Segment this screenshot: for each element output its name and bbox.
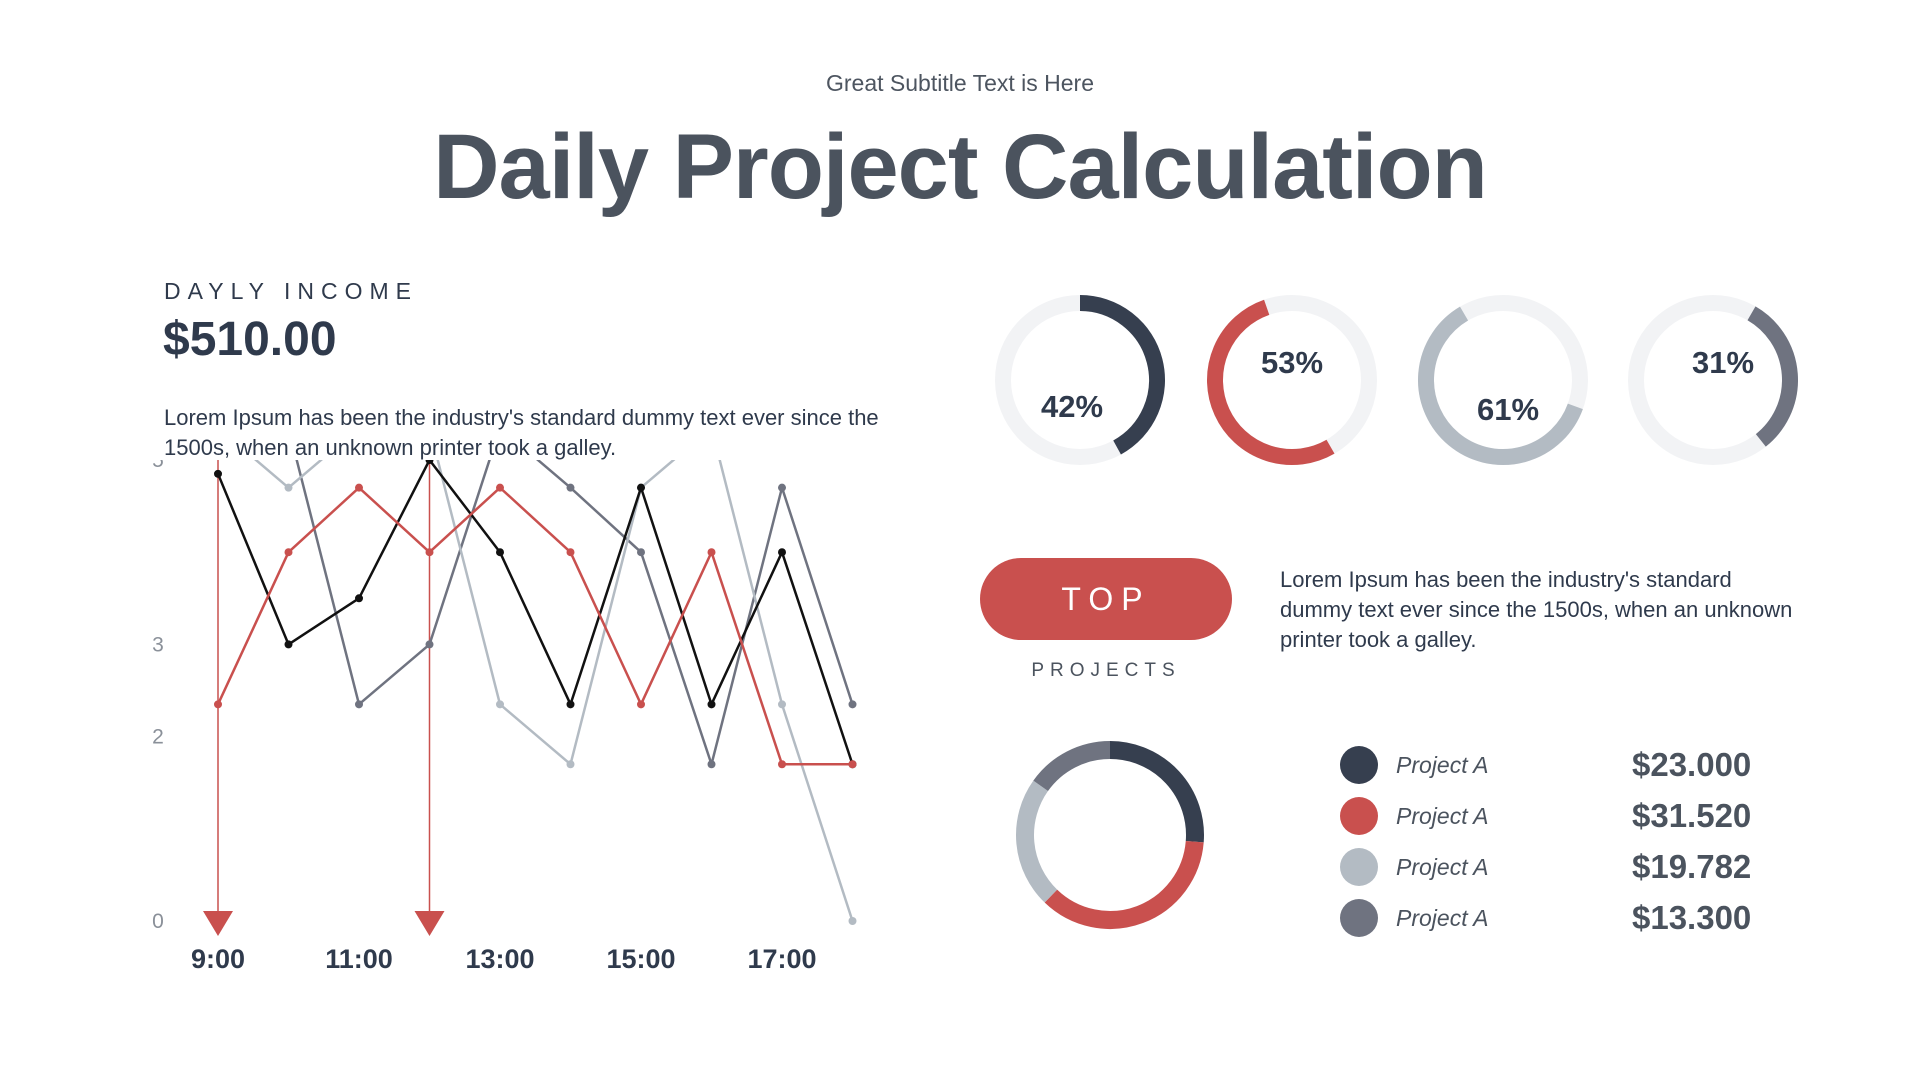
top-description: Lorem Ipsum has been the industry's stan… bbox=[1280, 567, 1793, 652]
data-point bbox=[425, 460, 434, 464]
donut-percent-label: 31% bbox=[1692, 345, 1754, 380]
data-point bbox=[425, 548, 434, 557]
data-point bbox=[848, 700, 857, 709]
data-point bbox=[637, 700, 645, 709]
donut-percent-label: 42% bbox=[1041, 389, 1103, 424]
donut-arc bbox=[1207, 299, 1335, 465]
y-tick-label: 5 bbox=[152, 460, 164, 472]
ring-segment bbox=[1016, 780, 1058, 903]
legend-dot bbox=[1340, 746, 1378, 784]
data-point bbox=[355, 594, 363, 603]
legend-dot bbox=[1340, 797, 1378, 835]
legend-dot bbox=[1340, 848, 1378, 886]
legend-name: Project A bbox=[1396, 853, 1489, 880]
data-point bbox=[496, 548, 504, 557]
top-button[interactable]: TOP bbox=[980, 558, 1232, 640]
legend-item: Project A $13.300 bbox=[1340, 893, 1760, 943]
series-line bbox=[216, 460, 854, 765]
page-title: Daily Project Calculation bbox=[433, 116, 1488, 218]
donut-arc bbox=[1079, 295, 1165, 455]
legend-value: $19.782 bbox=[1632, 848, 1752, 885]
legend-name: Project A bbox=[1396, 802, 1489, 829]
legend-item: Project A $23.000 bbox=[1340, 740, 1760, 790]
data-point bbox=[284, 640, 293, 649]
top-projects-label: PROJECTS bbox=[1031, 660, 1181, 681]
data-point bbox=[566, 760, 575, 769]
data-point bbox=[355, 483, 363, 492]
income-label: DAYLY INCOME bbox=[164, 278, 418, 304]
data-point bbox=[425, 640, 434, 649]
donut-arc bbox=[1418, 306, 1583, 465]
x-tick-label: 15:00 bbox=[606, 944, 675, 974]
legend-item: Project A $31.520 bbox=[1340, 791, 1760, 841]
x-tick-label: 17:00 bbox=[747, 944, 816, 974]
data-point bbox=[778, 548, 786, 557]
data-point bbox=[566, 548, 575, 557]
ring-segment bbox=[1109, 741, 1204, 843]
percentage-donuts: 42% 53% 61% 31% bbox=[995, 295, 1798, 465]
series-line bbox=[216, 486, 853, 766]
ring-segment bbox=[1044, 840, 1204, 929]
data-point bbox=[566, 700, 575, 709]
x-tick-label: 11:00 bbox=[325, 944, 393, 974]
data-point bbox=[848, 917, 857, 925]
income-value: $510.00 bbox=[163, 313, 337, 366]
page-subtitle: Great Subtitle Text is Here bbox=[825, 70, 1095, 96]
y-tick-label: 3 bbox=[152, 633, 164, 656]
data-point bbox=[778, 700, 786, 709]
y-tick-label: 2 bbox=[152, 726, 164, 749]
legend-value: $13.300 bbox=[1632, 899, 1752, 936]
legend-value: $23.000 bbox=[1632, 746, 1752, 783]
data-point bbox=[707, 548, 716, 557]
data-point bbox=[707, 700, 716, 709]
x-tick-label: 13:00 bbox=[465, 944, 534, 974]
ring-segment bbox=[1033, 741, 1111, 792]
data-point bbox=[566, 483, 575, 492]
donut-percent-label: 61% bbox=[1477, 392, 1539, 427]
data-point bbox=[496, 483, 504, 492]
legend-value: $31.520 bbox=[1632, 797, 1752, 834]
series-line bbox=[254, 460, 854, 922]
data-point bbox=[214, 700, 222, 709]
data-point bbox=[355, 700, 363, 709]
data-point bbox=[778, 483, 786, 492]
data-point bbox=[778, 760, 786, 769]
legend-dot bbox=[1340, 899, 1378, 937]
data-point bbox=[284, 483, 293, 492]
legend-name: Project A bbox=[1396, 904, 1489, 931]
donut-percent-label: 53% bbox=[1261, 345, 1323, 380]
data-point bbox=[848, 760, 857, 769]
x-tick-label: 9:00 bbox=[191, 944, 245, 974]
donut-arc bbox=[1747, 306, 1798, 447]
legend-item: Project A $19.782 bbox=[1340, 842, 1760, 892]
annotation-arrow bbox=[414, 911, 445, 936]
data-point bbox=[637, 483, 645, 492]
projects-ring-chart bbox=[1016, 741, 1204, 929]
data-point bbox=[496, 700, 504, 709]
y-tick-label: 0 bbox=[152, 910, 164, 933]
data-point bbox=[707, 760, 716, 769]
data-point bbox=[284, 548, 293, 557]
income-description: Lorem Ipsum has been the industry's stan… bbox=[164, 405, 879, 460]
data-point bbox=[637, 548, 645, 557]
data-point bbox=[214, 469, 222, 478]
legend-name: Project A bbox=[1396, 751, 1489, 778]
annotation-arrow bbox=[203, 911, 233, 936]
